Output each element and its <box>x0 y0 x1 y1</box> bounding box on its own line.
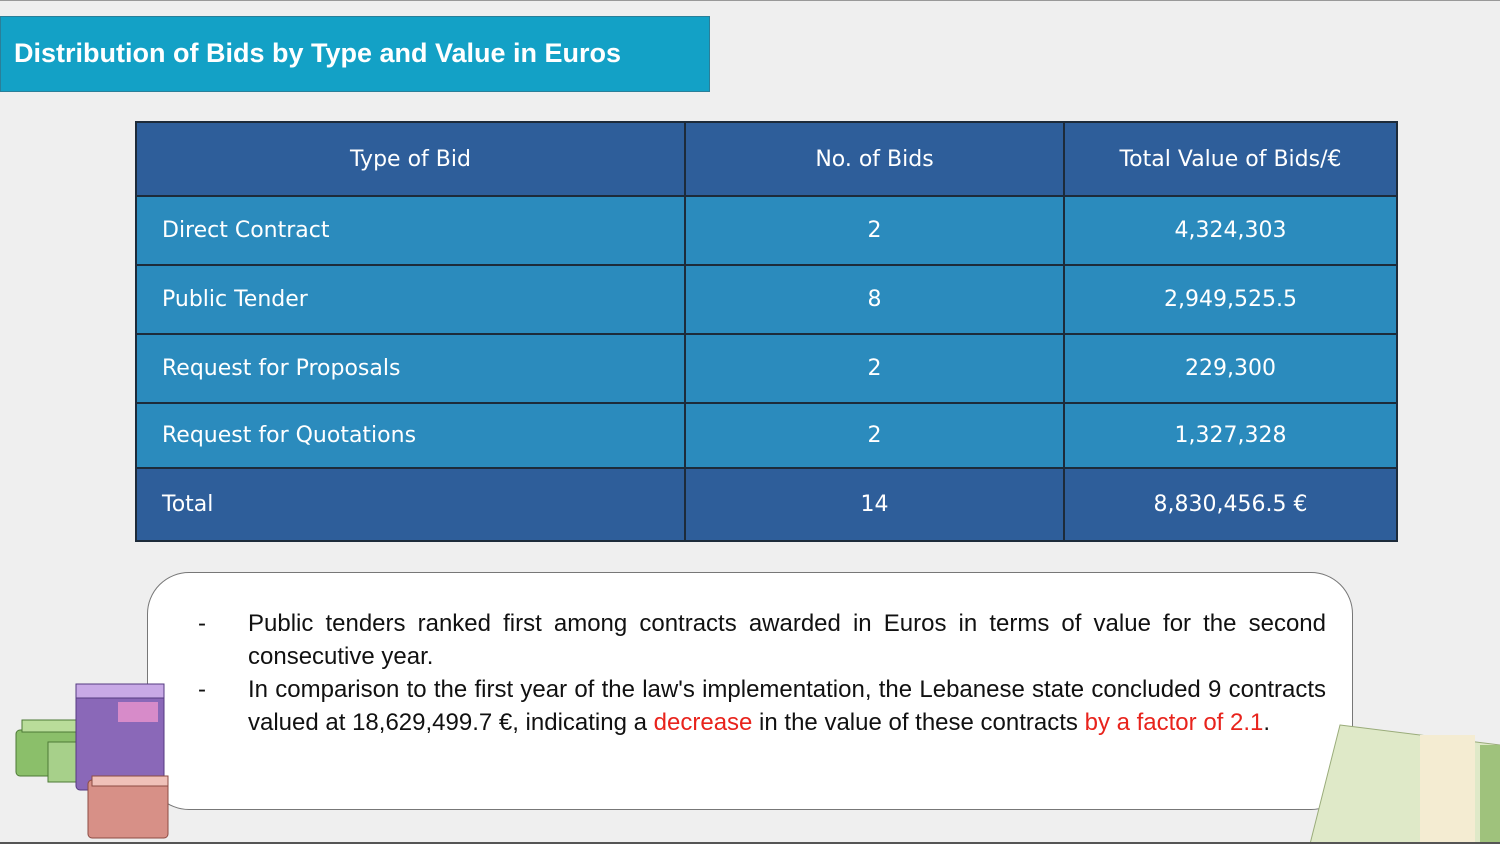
cell: Public Tender <box>135 264 686 335</box>
bids-table: Type of Bid No. of Bids Total Value of Bid… <box>135 121 1398 542</box>
title-bar: Distribution of Bids by Type and Value i… <box>0 16 710 92</box>
notes-box <box>147 572 1353 810</box>
band <box>1420 735 1475 844</box>
note-text: decrease <box>653 709 753 736</box>
red-bills <box>87 775 169 839</box>
bill-edge <box>1480 745 1500 844</box>
cell: Total Value of Bids/€ <box>1063 121 1398 197</box>
cell: Total <box>135 467 686 542</box>
header-row: Type of Bid No. of Bids Total Value of Bid… <box>135 121 1398 197</box>
cell: Request for Proposals <box>135 333 686 404</box>
money-stack-left <box>15 683 169 839</box>
bullet: - <box>198 676 206 703</box>
data-row: Direct Contract 2 4,324,303 <box>135 195 1398 266</box>
cell: Request for Quotations <box>135 402 686 469</box>
bottom-border <box>0 842 1500 844</box>
cell: 14 <box>684 467 1065 542</box>
data-row: Request for Proposals 2 229,300 <box>135 333 1398 404</box>
notes: - Public tenders ranked first among contr… <box>198 607 1326 739</box>
note-item: - In comparison to the first year of the … <box>198 673 1326 739</box>
total-row: Total 14 8,830,456.5 € <box>135 467 1398 542</box>
cell: 2 <box>684 195 1065 266</box>
note-text: by a factor of 2.1 <box>1084 709 1264 736</box>
cell: No. of Bids <box>684 121 1065 197</box>
cell: Type of Bid <box>135 121 686 197</box>
cell: 2 <box>684 333 1065 404</box>
data-row: Request for Quotations 2 1,327,328 <box>135 402 1398 469</box>
note-text: in the value of these contracts <box>752 709 1085 736</box>
money-bundle-right <box>1310 724 1500 844</box>
data-row: Public Tender 8 2,949,525.5 <box>135 264 1398 335</box>
cell: 8 <box>684 264 1065 335</box>
purple-bills <box>75 683 165 791</box>
cell: 2 <box>684 402 1065 469</box>
cell: 8,830,456.5 € <box>1063 467 1398 542</box>
bullet: - <box>198 610 206 637</box>
cell: 229,300 <box>1063 333 1398 404</box>
note-item: - Public tenders ranked first among contr… <box>198 607 1326 673</box>
cell: 1,327,328 <box>1063 402 1398 469</box>
note-text: . <box>1263 709 1271 736</box>
note-text: Public tenders ranked first among contra… <box>248 610 1326 670</box>
cell: 4,324,303 <box>1063 195 1398 266</box>
cell: Direct Contract <box>135 195 686 266</box>
cell: 2,949,525.5 <box>1063 264 1398 335</box>
note-text: In comparison to the first year of the l… <box>248 676 1326 736</box>
table-body: Type of Bid No. of Bids Total Value of Bid… <box>135 121 1398 542</box>
top-border <box>0 0 1500 1</box>
